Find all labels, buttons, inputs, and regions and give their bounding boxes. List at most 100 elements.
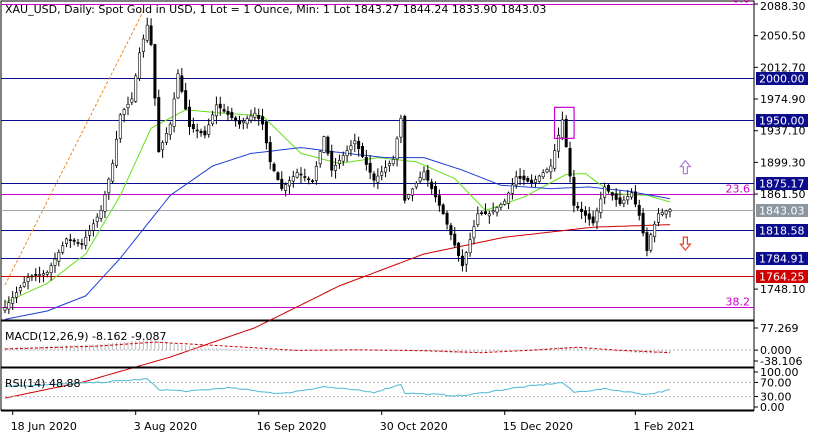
- candle-body: [518, 176, 522, 179]
- candle-body: [134, 75, 138, 102]
- candle-body: [345, 150, 349, 156]
- candle-body: [214, 104, 218, 117]
- candle-body: [257, 115, 261, 119]
- fib-label-0: 0.0: [733, 0, 751, 6]
- candle-body: [188, 106, 192, 127]
- candle-body: [180, 75, 184, 92]
- candle-body: [168, 123, 172, 136]
- candle-body: [88, 230, 92, 236]
- candle-body: [549, 165, 553, 173]
- arrow-up-icon: [679, 159, 692, 175]
- price-tick-7: 1748.10: [760, 283, 806, 296]
- candle-body: [234, 117, 238, 122]
- candle-body: [303, 176, 307, 178]
- level-tag-3: 1875.17: [759, 178, 805, 191]
- level-tag-bg-5: [756, 204, 808, 217]
- candle-body: [395, 138, 399, 160]
- candle-body: [195, 129, 199, 132]
- candle-body: [53, 258, 57, 266]
- macd-tick-2: -38.106: [760, 355, 802, 368]
- candle-body: [399, 117, 403, 138]
- candle-body: [249, 115, 253, 121]
- candle-body: [576, 205, 580, 209]
- candle-body: [410, 188, 414, 196]
- candle-body: [353, 140, 357, 145]
- candle-body: [430, 181, 434, 189]
- price-pane[interactable]: 0.0 23.6 38.2 XAU_USD, Daily: Spot Gold in…: [0, 0, 755, 399]
- candle-body: [483, 211, 487, 215]
- candle-body: [637, 205, 641, 216]
- candle-body: [664, 210, 668, 215]
- candle-body: [614, 193, 618, 200]
- candle-body: [384, 167, 388, 173]
- fib-label-9: 38.2: [726, 296, 751, 309]
- candle-body: [630, 192, 634, 198]
- rsi-pane[interactable]: RSI(14) 48.88: [0, 367, 755, 411]
- candle-body: [337, 160, 341, 165]
- candle-body: [583, 210, 587, 216]
- rsi-tick-2: 30.00: [760, 391, 792, 404]
- time-tick-3: 30 Oct 2020: [380, 420, 448, 433]
- candle-body: [299, 173, 303, 176]
- macd-pane[interactable]: MACD(12,26,9) -8.162 -9.087: [0, 320, 755, 368]
- candle-body: [606, 184, 610, 192]
- candle-body: [391, 158, 395, 165]
- candle-body: [184, 90, 188, 110]
- level-tag-1: 2000.00: [759, 73, 805, 86]
- macd-tick-0: 77.269: [760, 322, 799, 335]
- candle-body: [441, 204, 445, 215]
- moving-average-0: [4, 109, 671, 304]
- candle-body: [414, 182, 418, 188]
- candle-body: [280, 178, 284, 189]
- level-tag-8: 1764.25: [759, 271, 805, 284]
- candle-body: [449, 225, 453, 236]
- candle-body: [314, 165, 318, 181]
- signal-arrows: [679, 159, 692, 252]
- candle-body: [203, 130, 207, 136]
- candle-body: [268, 142, 272, 163]
- candle-body: [295, 172, 299, 178]
- candle-body: [22, 282, 26, 287]
- candle-body: [15, 292, 19, 298]
- candle-body: [460, 255, 464, 267]
- candle-body: [291, 176, 295, 182]
- candle-body: [360, 146, 364, 157]
- candle-body: [161, 142, 165, 151]
- level-tag-bg-8: [756, 270, 808, 283]
- candle-body: [633, 191, 637, 205]
- rsi-pane-frame: [0, 367, 755, 411]
- price-tick-6: 1861.50: [760, 188, 806, 201]
- candle-body: [72, 239, 76, 242]
- candle-body: [522, 175, 526, 181]
- candle-body: [487, 213, 491, 217]
- level-tag-bg-7: [756, 252, 808, 265]
- candle-body: [503, 200, 507, 205]
- candle-body: [237, 120, 241, 125]
- candle-body: [65, 238, 69, 244]
- candle-body: [572, 177, 576, 206]
- candle-body: [457, 242, 461, 256]
- candle-body: [253, 112, 257, 118]
- level-tag-5: 1843.03: [759, 205, 805, 218]
- candle-body: [103, 194, 107, 212]
- arrow-down-icon: [679, 236, 692, 252]
- macd-pane-frame: [0, 320, 755, 368]
- candle-body: [599, 198, 603, 213]
- candle-body: [38, 274, 42, 276]
- candle-body: [545, 169, 549, 173]
- candle-body: [95, 216, 99, 222]
- candle-body: [564, 118, 568, 148]
- candle-body: [453, 233, 457, 246]
- candle-body: [272, 163, 276, 172]
- candle-body: [287, 180, 291, 187]
- rsi-plot: [1, 378, 754, 397]
- price-pane-frame: [0, 0, 755, 321]
- candle-body: [357, 140, 361, 150]
- candle-body: [595, 210, 599, 223]
- candle-body: [349, 145, 353, 151]
- candle-body: [7, 302, 11, 310]
- candle-body: [322, 136, 326, 153]
- candle-body: [464, 252, 468, 265]
- candle-body: [622, 199, 626, 204]
